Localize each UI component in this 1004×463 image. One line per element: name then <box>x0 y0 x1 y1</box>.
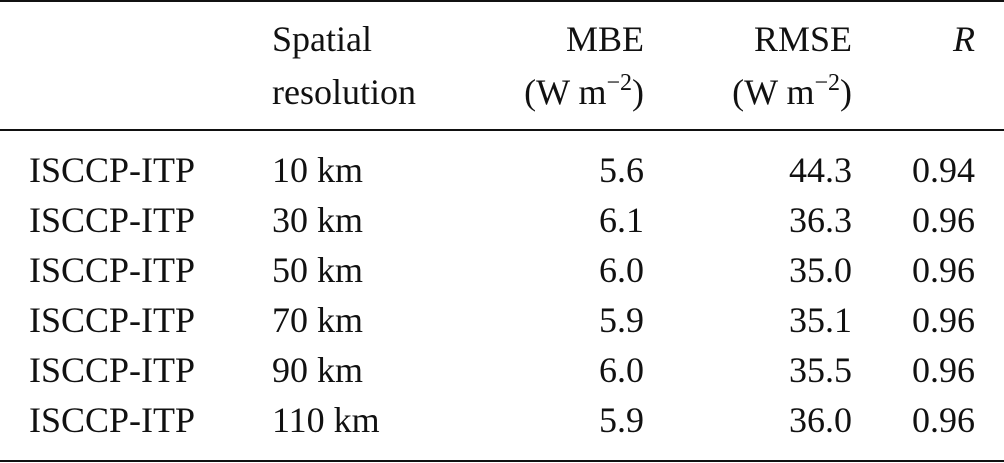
cell-rmse: 35.1 <box>789 300 852 340</box>
top-rule <box>0 0 1004 2</box>
cell-resolution: 110 km <box>272 400 380 440</box>
cell-rmse: 44.3 <box>789 150 852 190</box>
cell-mbe: 5.9 <box>599 400 644 440</box>
header-r: R <box>953 19 975 59</box>
cell-rmse: 36.3 <box>789 200 852 240</box>
cell-r: 0.96 <box>912 250 975 290</box>
bottom-rule <box>0 460 1004 462</box>
cell-resolution: 50 km <box>272 250 364 290</box>
header-resolution-line1: Spatial <box>272 19 372 59</box>
table-row: ISCCP-ITP 90 km 6.0 35.5 0.96 <box>0 345 1004 395</box>
cell-resolution: 90 km <box>272 350 364 390</box>
cell-mbe: 5.6 <box>599 150 644 190</box>
cell-product: ISCCP-ITP <box>29 200 196 240</box>
cell-mbe: 6.1 <box>599 200 644 240</box>
cell-r: 0.96 <box>912 400 975 440</box>
cell-r: 0.96 <box>912 300 975 340</box>
header-rmse-unit-exponent: −2 <box>814 70 840 96</box>
cell-product: ISCCP-ITP <box>29 300 196 340</box>
cell-mbe: 5.9 <box>599 300 644 340</box>
header-rmse-unit-base: (W m <box>732 72 815 112</box>
table-row: ISCCP-ITP 110 km 5.9 36.0 0.96 <box>0 395 1004 445</box>
table-row: ISCCP-ITP 70 km 5.9 35.1 0.96 <box>0 295 1004 345</box>
header-mbe-unit-close: ) <box>632 72 644 112</box>
header-mbe-unit: (W m−2) <box>524 66 644 119</box>
cell-product: ISCCP-ITP <box>29 400 196 440</box>
table-row: ISCCP-ITP 10 km 5.6 44.3 0.94 <box>0 145 1004 195</box>
cell-product: ISCCP-ITP <box>29 250 196 290</box>
cell-resolution: 30 km <box>272 200 364 240</box>
cell-r: 0.96 <box>912 350 975 390</box>
cell-r: 0.96 <box>912 200 975 240</box>
header-mbe-unit-base: (W m <box>524 72 607 112</box>
header-rmse-unit: (W m−2) <box>732 66 852 119</box>
cell-rmse: 35.0 <box>789 250 852 290</box>
cell-r: 0.94 <box>912 150 975 190</box>
cell-resolution: 70 km <box>272 300 364 340</box>
cell-rmse: 35.5 <box>789 350 852 390</box>
cell-product: ISCCP-ITP <box>29 350 196 390</box>
cell-mbe: 6.0 <box>599 250 644 290</box>
header-resolution-line2: resolution <box>272 72 416 112</box>
mid-rule <box>0 129 1004 131</box>
header-mbe-unit-exponent: −2 <box>606 70 632 96</box>
table-row: ISCCP-ITP 50 km 6.0 35.0 0.96 <box>0 245 1004 295</box>
cell-product: ISCCP-ITP <box>29 150 196 190</box>
cell-mbe: 6.0 <box>599 350 644 390</box>
header-mbe: MBE <box>565 19 644 59</box>
cell-resolution: 10 km <box>272 150 364 190</box>
header-rmse: RMSE <box>753 19 852 59</box>
cell-rmse: 36.0 <box>789 400 852 440</box>
table-row: ISCCP-ITP 30 km 6.1 36.3 0.96 <box>0 195 1004 245</box>
header-rmse-unit-close: ) <box>840 72 852 112</box>
